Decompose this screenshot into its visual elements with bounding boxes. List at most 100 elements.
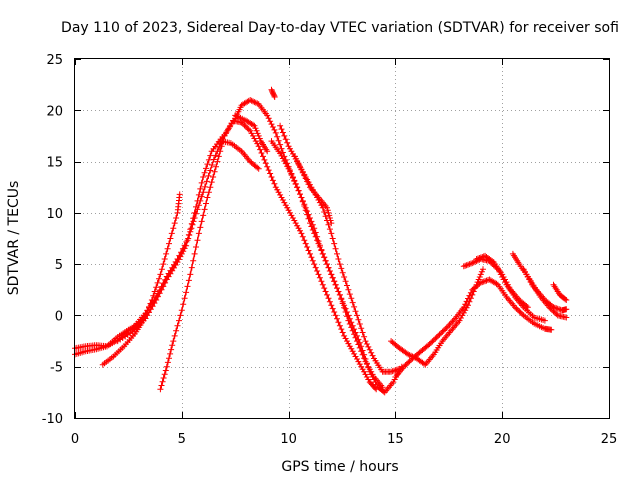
data-point bbox=[307, 250, 313, 257]
data-point bbox=[169, 342, 176, 349]
data-point bbox=[361, 355, 368, 362]
data-point bbox=[463, 298, 470, 305]
data-point bbox=[256, 135, 263, 142]
data-point bbox=[176, 252, 183, 259]
data-point bbox=[339, 300, 346, 307]
data-point bbox=[183, 238, 190, 245]
data-point bbox=[195, 230, 202, 237]
data-point bbox=[329, 274, 336, 281]
data-point bbox=[332, 312, 339, 319]
data-point bbox=[267, 170, 274, 177]
data-point bbox=[301, 172, 308, 179]
data-point bbox=[262, 160, 269, 167]
data-point bbox=[247, 97, 254, 103]
data-point bbox=[161, 371, 168, 378]
data-point bbox=[244, 125, 251, 132]
data-point bbox=[268, 174, 275, 180]
data-point bbox=[355, 316, 362, 323]
data-point bbox=[352, 334, 359, 341]
data-point bbox=[174, 322, 181, 329]
data-point bbox=[153, 284, 160, 291]
data-point bbox=[156, 287, 163, 294]
data-point bbox=[344, 282, 350, 289]
data-point bbox=[435, 332, 442, 339]
series-arc-08 bbox=[232, 112, 271, 155]
data-point bbox=[204, 161, 211, 168]
data-point bbox=[193, 244, 199, 250]
data-point bbox=[197, 224, 204, 231]
data-point bbox=[166, 355, 172, 362]
x-tick-label: 0 bbox=[71, 432, 79, 447]
data-point bbox=[299, 233, 306, 240]
data-point bbox=[254, 164, 261, 171]
data-point bbox=[279, 149, 286, 156]
data-point bbox=[171, 332, 178, 339]
data-point bbox=[456, 317, 463, 324]
data-point bbox=[185, 235, 192, 242]
data-point bbox=[156, 275, 162, 282]
data-point bbox=[339, 329, 346, 336]
series-markers bbox=[232, 112, 271, 155]
y-tick-label: 10 bbox=[46, 207, 63, 222]
data-point bbox=[162, 367, 169, 374]
series-markers bbox=[292, 153, 335, 227]
data-point bbox=[203, 165, 209, 172]
data-point bbox=[462, 301, 469, 308]
data-point bbox=[295, 187, 302, 194]
data-point bbox=[358, 348, 365, 355]
data-point bbox=[184, 283, 191, 290]
data-point bbox=[309, 221, 316, 228]
data-point bbox=[349, 327, 356, 334]
series-markers bbox=[268, 86, 278, 100]
data-point bbox=[336, 291, 343, 298]
data-point bbox=[341, 274, 348, 280]
y-axis-label: SDTVAR / TECUs bbox=[6, 181, 22, 296]
data-point bbox=[170, 225, 177, 232]
data-point bbox=[265, 167, 272, 174]
data-point bbox=[439, 328, 446, 335]
data-point bbox=[368, 349, 375, 356]
data-point bbox=[433, 334, 440, 341]
data-point bbox=[198, 179, 205, 186]
data-point bbox=[358, 363, 365, 370]
data-point bbox=[190, 218, 197, 225]
data-point bbox=[432, 335, 439, 342]
data-point bbox=[514, 307, 521, 313]
data-point bbox=[250, 98, 256, 105]
y-tick-label: 5 bbox=[55, 258, 63, 273]
data-point bbox=[493, 280, 500, 287]
data-point bbox=[205, 172, 212, 179]
data-point bbox=[163, 250, 170, 257]
data-point bbox=[354, 312, 360, 319]
data-point bbox=[164, 245, 171, 252]
data-point bbox=[324, 291, 330, 298]
data-point bbox=[271, 180, 278, 187]
data-point bbox=[195, 202, 202, 209]
data-point bbox=[194, 237, 201, 244]
data-point bbox=[563, 314, 570, 321]
data-point bbox=[359, 329, 366, 336]
data-point bbox=[208, 179, 215, 186]
data-point bbox=[251, 135, 258, 142]
data-point bbox=[329, 235, 336, 242]
data-point bbox=[277, 141, 284, 148]
data-point bbox=[429, 338, 436, 345]
data-point bbox=[279, 155, 286, 162]
series-line bbox=[134, 99, 403, 394]
data-point bbox=[469, 260, 476, 267]
data-point bbox=[362, 338, 369, 345]
data-point bbox=[282, 136, 289, 143]
series-arc-16 bbox=[473, 252, 531, 311]
data-point bbox=[335, 288, 342, 295]
data-point bbox=[342, 278, 349, 285]
data-point bbox=[275, 137, 282, 144]
data-point bbox=[403, 361, 410, 367]
data-point bbox=[359, 351, 366, 358]
data-point bbox=[250, 132, 256, 139]
data-point bbox=[201, 206, 208, 213]
data-point bbox=[311, 261, 318, 268]
data-point bbox=[189, 221, 196, 228]
data-point bbox=[264, 148, 271, 155]
data-point bbox=[190, 257, 197, 264]
